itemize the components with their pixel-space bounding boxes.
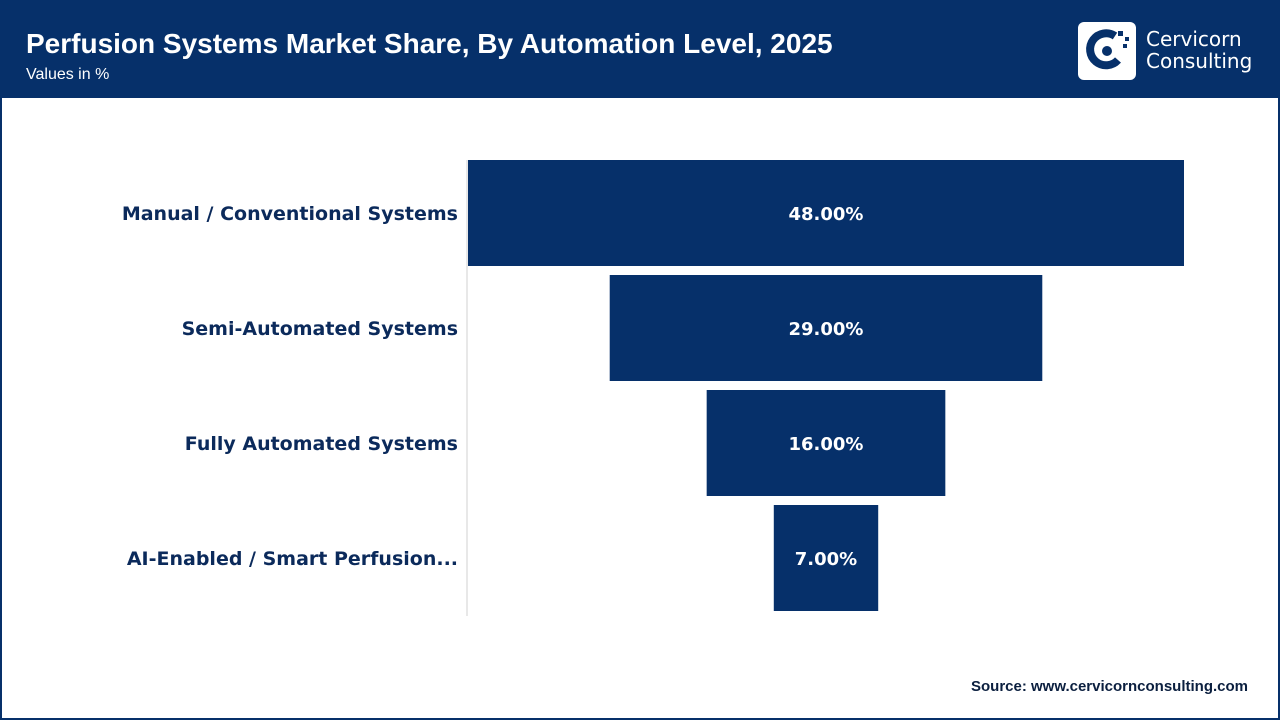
brand-name-line1: Cervicorn — [1146, 27, 1242, 51]
brand-name: Cervicorn Consulting — [1146, 28, 1252, 72]
category-label: Manual / Conventional Systems — [122, 203, 458, 225]
chart-subtitle: Values in % — [26, 66, 110, 83]
bar-value-label: 7.00% — [795, 549, 857, 570]
brand-logo: Cervicorn Consulting — [1078, 22, 1258, 80]
bar-value-label: 29.00% — [789, 319, 864, 340]
category-label: AI-Enabled / Smart Perfusion... — [127, 548, 458, 570]
funnel-bar — [468, 160, 1184, 266]
category-label: Fully Automated Systems — [185, 433, 458, 455]
bar-value-label: 48.00% — [789, 204, 864, 225]
header-banner: Perfusion Systems Market Share, By Autom… — [2, 2, 1278, 98]
funnel-bar — [773, 505, 879, 611]
funnel-bar — [609, 275, 1043, 381]
funnel-chart: 48.00% Manual / Conventional Systems 29.00… — [122, 160, 1184, 616]
funnel-bar — [706, 390, 946, 496]
brand-name-line2: Consulting — [1146, 49, 1253, 73]
source-note: Source: www.cervicornconsulting.com — [970, 678, 1248, 695]
category-label: Semi-Automated Systems — [182, 318, 458, 340]
chart-title: Perfusion Systems Market Share, By Autom… — [26, 28, 833, 59]
bar-value-label: 16.00% — [789, 434, 864, 455]
cervicorn-logo-icon — [1078, 22, 1136, 80]
